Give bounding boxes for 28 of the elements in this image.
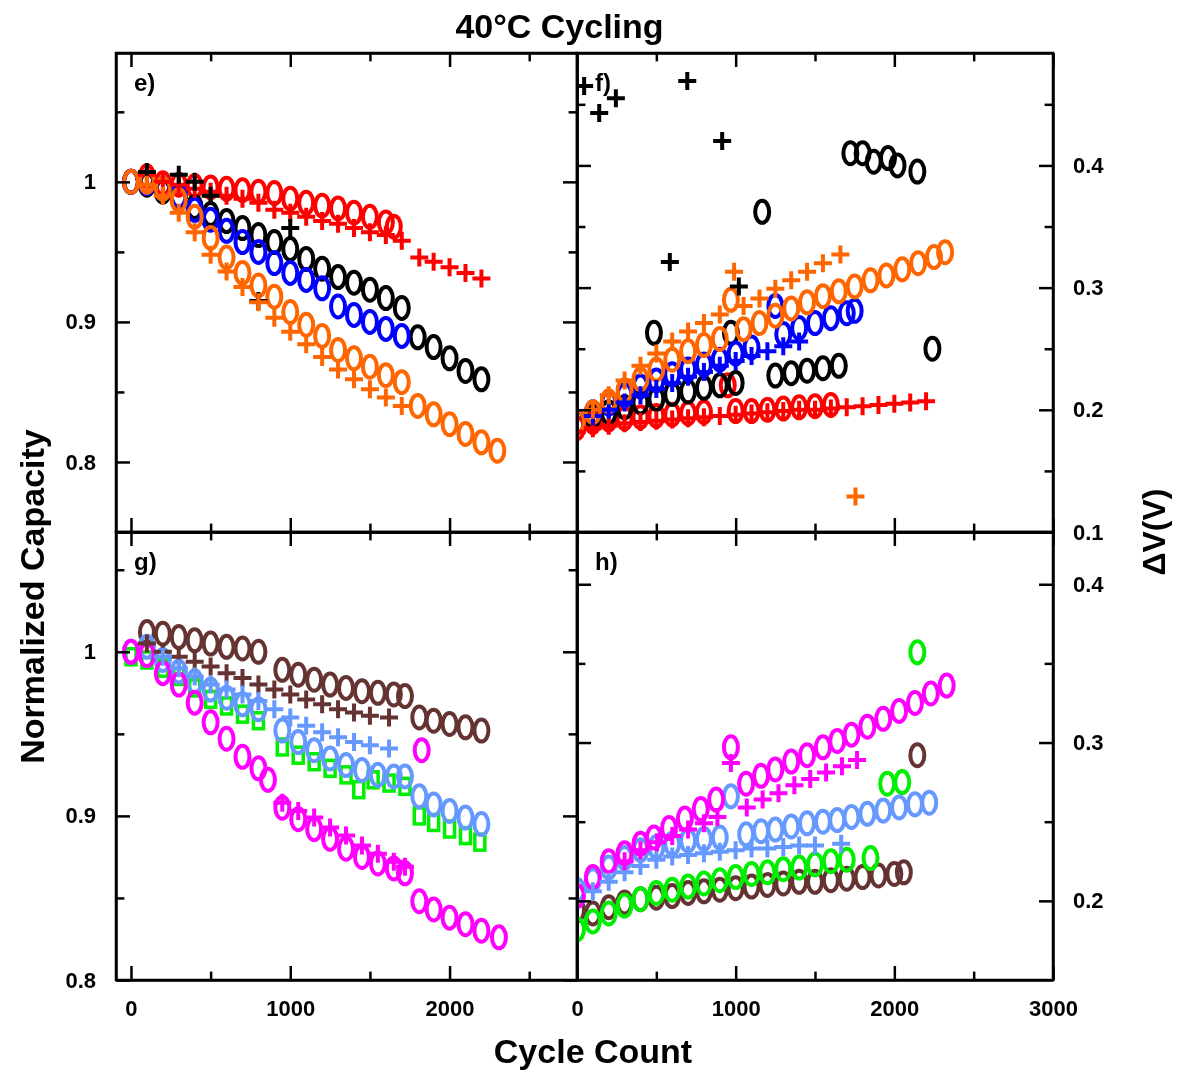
y2-tick-label: 0.4 — [1073, 571, 1105, 597]
annotation: f) — [595, 69, 611, 96]
y2-tick-label: 0.2 — [1073, 888, 1104, 914]
annotation: e) — [134, 69, 156, 96]
y2-tick-label: 0.3 — [1073, 275, 1104, 301]
annotation: g) — [134, 548, 157, 575]
x-tick-label: 2000 — [870, 995, 920, 1021]
x-tick-label: 0 — [571, 995, 584, 1021]
y-tick-label: 0.8 — [65, 449, 96, 475]
x-tick-label: 2000 — [425, 995, 475, 1021]
chart-title: 40°C Cycling — [455, 7, 664, 45]
y2-tick-label: 0.2 — [1073, 397, 1104, 423]
y-tick-label: 0.9 — [65, 309, 96, 335]
x-tick-label: 0 — [125, 995, 138, 1021]
y2-tick-label: 0.4 — [1073, 152, 1105, 178]
y-tick-label: 0.9 — [65, 803, 96, 829]
y-tick-label: 0.8 — [65, 967, 96, 993]
y-tick-label: 1 — [83, 169, 96, 195]
y2-tick-label: 0.3 — [1073, 730, 1104, 756]
x-tick-label: 1000 — [266, 995, 316, 1021]
y-axis-title: Normalized Capacity — [13, 429, 51, 764]
annotation: h) — [595, 548, 618, 575]
x-tick-label: 3000 — [1029, 995, 1078, 1021]
y-tick-label: 1 — [83, 639, 96, 665]
x-tick-label: 1000 — [711, 995, 761, 1021]
x-axis-title: Cycle Count — [493, 1032, 693, 1070]
y2-axis-title: ΔV(V) — [1136, 488, 1172, 576]
y2-tick-label: 0.1 — [1073, 519, 1104, 545]
